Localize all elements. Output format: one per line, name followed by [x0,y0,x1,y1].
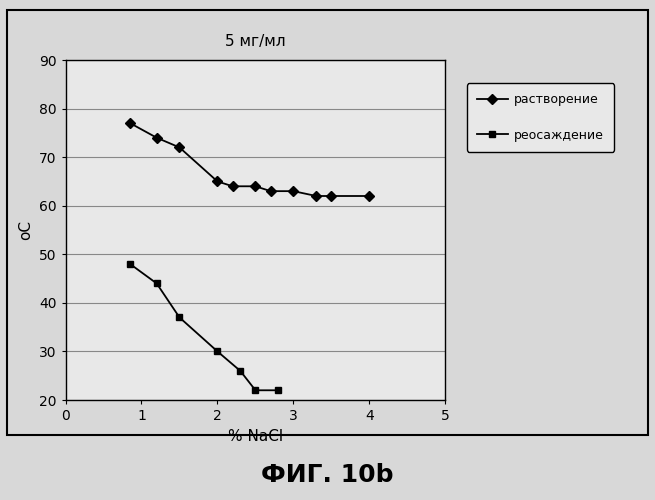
растворение [153,134,160,140]
Legend: растворение, реосаждение: растворение, реосаждение [467,83,614,152]
растворение [365,193,373,199]
Y-axis label: oC: oC [18,220,33,240]
растворение [267,188,274,194]
Line: реосаждение: реосаждение [126,260,282,394]
реосаждение [126,261,134,267]
реосаждение [214,348,221,354]
растворение [290,188,297,194]
реосаждение [153,280,160,286]
Text: ФИГ. 10b: ФИГ. 10b [261,463,394,487]
реосаждение [236,368,244,374]
растворение [214,178,221,184]
растворение [252,184,259,190]
реосаждение [252,388,259,394]
реосаждение [176,314,183,320]
реосаждение [274,388,282,394]
Title: 5 мг/мл: 5 мг/мл [225,34,286,49]
растворение [328,193,335,199]
растворение [126,120,134,126]
растворение [312,193,320,199]
растворение [176,144,183,150]
растворение [229,184,236,190]
Line: растворение: растворение [126,120,373,200]
X-axis label: % NaCl: % NaCl [228,428,283,444]
